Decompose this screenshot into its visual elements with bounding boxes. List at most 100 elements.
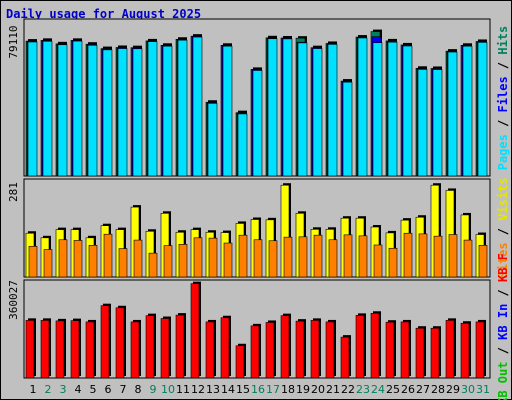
bar-pages-day-1 xyxy=(27,41,38,177)
bar-pages-day-8 xyxy=(132,48,143,177)
bar-pages-day-13 xyxy=(207,103,218,177)
day-label-8: 8 xyxy=(135,383,142,396)
bar-sites-day-14 xyxy=(223,242,233,278)
bar-sites-day-10 xyxy=(163,245,173,278)
bar-pages-day-22 xyxy=(342,81,353,177)
day-label-29: 29 xyxy=(446,383,460,396)
day-label-22: 22 xyxy=(341,383,355,396)
day-label-4: 4 xyxy=(75,383,82,396)
bar-sites-day-8 xyxy=(133,239,143,278)
bar-kbf-day-24 xyxy=(370,312,380,379)
bar-sites-day-12 xyxy=(193,237,203,278)
bar-pages-day-7 xyxy=(117,48,128,177)
bar-sites-day-1 xyxy=(28,245,38,278)
bar-pages-day-14 xyxy=(222,45,233,177)
legend-files: Files xyxy=(496,76,510,112)
bar-sites-day-16 xyxy=(253,239,263,278)
day-label-26: 26 xyxy=(401,383,415,396)
bar-pages-day-3 xyxy=(57,44,68,177)
bar-kbf-day-2 xyxy=(40,320,50,379)
bar-sites-day-27 xyxy=(418,233,428,278)
bar-kbf-day-27 xyxy=(415,327,425,379)
bar-sites-day-4 xyxy=(73,240,83,278)
bar-sites-day-20 xyxy=(313,234,323,278)
middle-legend: Sites / Visits xyxy=(496,177,510,278)
day-label-18: 18 xyxy=(281,383,295,396)
bar-kbf-day-12 xyxy=(190,283,200,379)
bar-kbf-day-11 xyxy=(175,314,185,379)
bar-kbf-day-28 xyxy=(430,327,440,379)
bar-kbf-day-30 xyxy=(460,322,470,379)
bar-kbf-day-22 xyxy=(340,336,350,379)
bar-sites-day-2 xyxy=(43,249,53,278)
bar-sites-day-23 xyxy=(358,235,368,278)
day-label-17: 17 xyxy=(266,383,280,396)
bar-kbf-day-23 xyxy=(355,315,365,379)
bar-pages-day-24 xyxy=(372,42,383,177)
day-label-10: 10 xyxy=(161,383,175,396)
bar-pages-day-2 xyxy=(42,40,53,177)
legend-kb-f: KB F xyxy=(496,253,510,282)
bar-sites-day-24 xyxy=(373,244,383,278)
bar-kbf-day-5 xyxy=(85,321,95,379)
day-label-6: 6 xyxy=(105,383,112,396)
bar-pages-day-25 xyxy=(387,41,398,177)
bar-pages-day-23 xyxy=(357,37,368,177)
bar-pages-day-5 xyxy=(87,44,98,177)
bar-kbf-day-4 xyxy=(70,320,80,379)
bar-sites-day-3 xyxy=(58,239,68,278)
bar-sites-day-15 xyxy=(238,234,248,278)
bar-kbf-day-16 xyxy=(250,325,260,379)
legend-kb-in: KB In xyxy=(496,304,510,340)
bar-kbf-day-10 xyxy=(160,318,170,379)
bar-kbf-day-3 xyxy=(55,320,65,379)
bar-kbf-day-20 xyxy=(310,320,320,379)
bar-kbf-day-21 xyxy=(325,321,335,379)
bar-kbf-day-15 xyxy=(235,345,245,379)
bar-sites-day-6 xyxy=(103,233,113,278)
bar-pages-day-28 xyxy=(432,69,443,177)
bar-pages-day-19 xyxy=(297,42,308,177)
bar-sites-day-22 xyxy=(343,234,353,278)
bar-pages-day-31 xyxy=(477,42,488,177)
day-label-16: 16 xyxy=(251,383,265,396)
day-label-2: 2 xyxy=(45,383,52,396)
day-label-20: 20 xyxy=(311,383,325,396)
bar-pages-day-30 xyxy=(462,45,473,177)
bar-sites-day-21 xyxy=(328,239,338,278)
bar-kbf-day-19 xyxy=(295,320,305,379)
bar-pages-day-27 xyxy=(417,69,428,177)
legend-kb-out: KB Out xyxy=(496,362,510,400)
day-label-19: 19 xyxy=(296,383,310,396)
bar-kbf-day-6 xyxy=(100,305,110,379)
bar-sites-day-11 xyxy=(178,244,188,278)
bar-kbf-day-7 xyxy=(115,307,125,379)
bar-sites-day-25 xyxy=(388,247,398,278)
bar-pages-day-15 xyxy=(237,113,248,177)
legend-sites: Sites xyxy=(496,242,510,278)
day-label-30: 30 xyxy=(461,383,475,396)
day-label-24: 24 xyxy=(371,383,385,396)
bar-pages-day-11 xyxy=(177,39,188,177)
legend-hits: Hits xyxy=(496,26,510,55)
chart-title: Daily usage for August 2025 xyxy=(6,7,201,21)
bar-sites-day-9 xyxy=(148,252,158,278)
bar-sites-day-13 xyxy=(208,237,218,278)
bar-kbf-day-26 xyxy=(400,321,410,379)
bar-sites-day-5 xyxy=(88,245,98,278)
bar-kbf-day-8 xyxy=(130,321,140,379)
day-labels: 1 2 3 4 5 6 7 8 9 10 11 12 13 14 15 16 17 18 19 20 21 22 23 24 2… xyxy=(30,383,491,396)
day-label-5: 5 xyxy=(90,383,97,396)
bar-kbf-day-9 xyxy=(145,315,155,379)
bar-sites-day-30 xyxy=(463,239,473,278)
day-label-7: 7 xyxy=(120,383,127,396)
bottom-legend: KB Out / KB In / KB F xyxy=(496,253,510,400)
bar-pages-day-16 xyxy=(252,70,263,177)
bar-kbf-day-18 xyxy=(280,315,290,379)
chart-marks xyxy=(25,29,488,379)
day-label-23: 23 xyxy=(356,383,370,396)
top-legend: Pages / Files / Hits xyxy=(496,26,510,171)
bar-kbf-day-13 xyxy=(205,321,215,379)
day-label-27: 27 xyxy=(416,383,430,396)
